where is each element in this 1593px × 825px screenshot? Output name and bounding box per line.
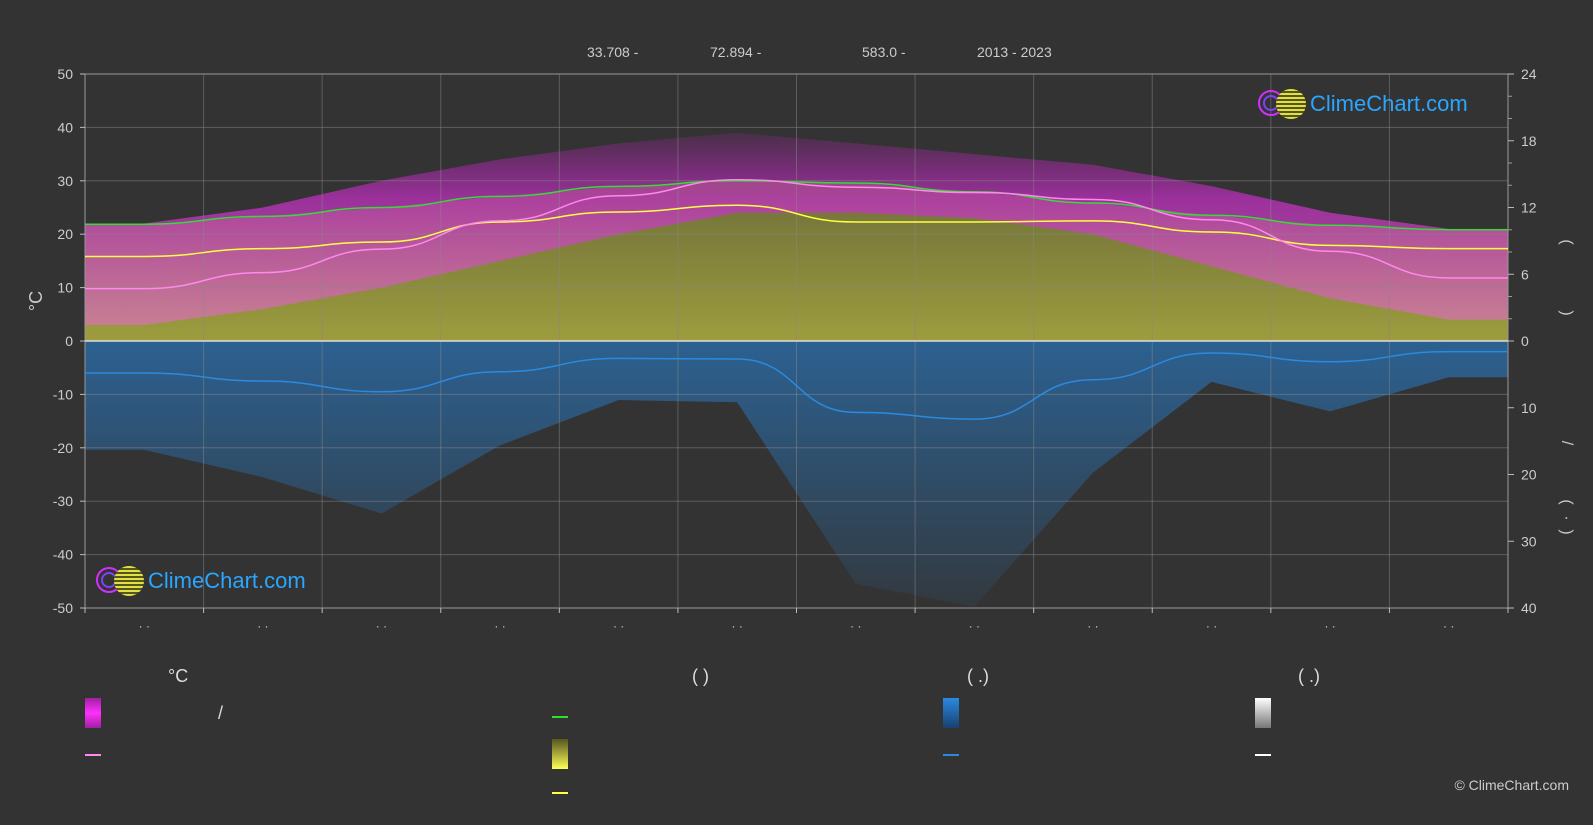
x-tick-label: · · — [257, 619, 268, 633]
y-left-tick-label: 50 — [57, 66, 73, 82]
x-tick-label: · · — [969, 619, 980, 633]
legend-swatch-sunshine-range — [552, 739, 568, 769]
y-left-tick-label: -10 — [53, 386, 73, 402]
legend-header-rain: ( .) — [967, 666, 989, 686]
series-line-sunshine — [85, 204, 1508, 258]
x-tick-label: · · — [613, 619, 624, 633]
series-line-daylight — [85, 180, 1508, 231]
y-right-axis-glyph: · — [1558, 515, 1575, 520]
y-right-tick-label: 0 — [1521, 333, 1529, 349]
legend-header-snow: ( .) — [1298, 666, 1320, 686]
header-latitude: 33.708 - — [587, 44, 639, 60]
y-right-tick-label: 18 — [1521, 133, 1537, 149]
y-right-tick-label: 40 — [1521, 600, 1537, 616]
x-tick-label: · · — [1443, 619, 1454, 633]
y-right-tick-label: 30 — [1521, 533, 1537, 549]
y-right-axis-glyph: ) — [1558, 529, 1575, 534]
legend-slash: / — [218, 703, 224, 723]
legend-swatch-sunshine — [552, 792, 568, 794]
legend-header-temperature: °C — [168, 666, 189, 686]
legend-header-sun: ( ) — [692, 666, 709, 686]
y-right-axis-glyph: ( — [1558, 239, 1575, 245]
x-tick-label: · · — [1324, 619, 1335, 633]
y-right-axis-glyph: ) — [1558, 310, 1575, 315]
x-tick-label: · · — [850, 619, 861, 633]
header-elevation: 583.0 - — [862, 44, 906, 60]
legend-swatch-rain — [943, 754, 959, 756]
x-tick-label: · · — [732, 619, 743, 633]
legend-swatch-snow-range — [1255, 698, 1271, 728]
y-left-tick-label: 10 — [57, 280, 73, 296]
y-right-tick-label: 20 — [1521, 467, 1537, 483]
series-line-precipitation — [85, 350, 1508, 420]
y-right-tick-label: 10 — [1521, 400, 1537, 416]
x-tick-label: · · — [494, 619, 505, 633]
x-tick-label: · · — [376, 619, 387, 633]
logo-text: ClimeChart.com — [1310, 91, 1468, 116]
x-tick-label: · · — [1206, 619, 1217, 633]
header-years: 2013 - 2023 — [977, 44, 1052, 60]
logo-icon — [1258, 88, 1306, 120]
y-left-tick-label: 0 — [65, 333, 73, 349]
header-longitude: 72.894 - — [710, 44, 762, 60]
y-left-tick-label: -20 — [53, 440, 73, 456]
logo-text: ClimeChart.com — [148, 568, 306, 593]
logo-icon — [96, 565, 144, 597]
y-right-tick-label: 12 — [1521, 200, 1537, 216]
y-left-tick-label: 30 — [57, 173, 73, 189]
y-left-tick-label: -40 — [53, 547, 73, 563]
logo-bottom[interactable]: ClimeChart.com — [96, 565, 306, 597]
y-left-tick-label: 40 — [57, 119, 73, 135]
legend-swatch-rain-range — [943, 698, 959, 728]
y-right-axis-glyph: / — [1558, 441, 1575, 446]
logo-top[interactable]: ClimeChart.com — [1258, 88, 1468, 120]
y-right-tick-label: 6 — [1521, 266, 1529, 282]
y-left-tick-label: -30 — [53, 493, 73, 509]
y-left-tick-label: 20 — [57, 226, 73, 242]
legend-swatch-daylight — [552, 716, 568, 718]
copyright: © ClimeChart.com — [1454, 777, 1569, 793]
legend-swatch-temp-range — [85, 698, 101, 728]
x-tick-label: · · — [1087, 619, 1098, 633]
x-tick-label: · · — [139, 619, 150, 633]
y-left-tick-label: -50 — [53, 600, 73, 616]
legend-swatch-snow — [1255, 754, 1271, 756]
series-line-daily_max_temp — [84, 178, 1508, 290]
y-left-axis-label: °C — [26, 291, 46, 311]
legend-swatch-avg-max — [85, 754, 101, 756]
y-right-axis-glyph: ( — [1558, 499, 1575, 505]
y-right-tick-label: 24 — [1521, 66, 1537, 82]
